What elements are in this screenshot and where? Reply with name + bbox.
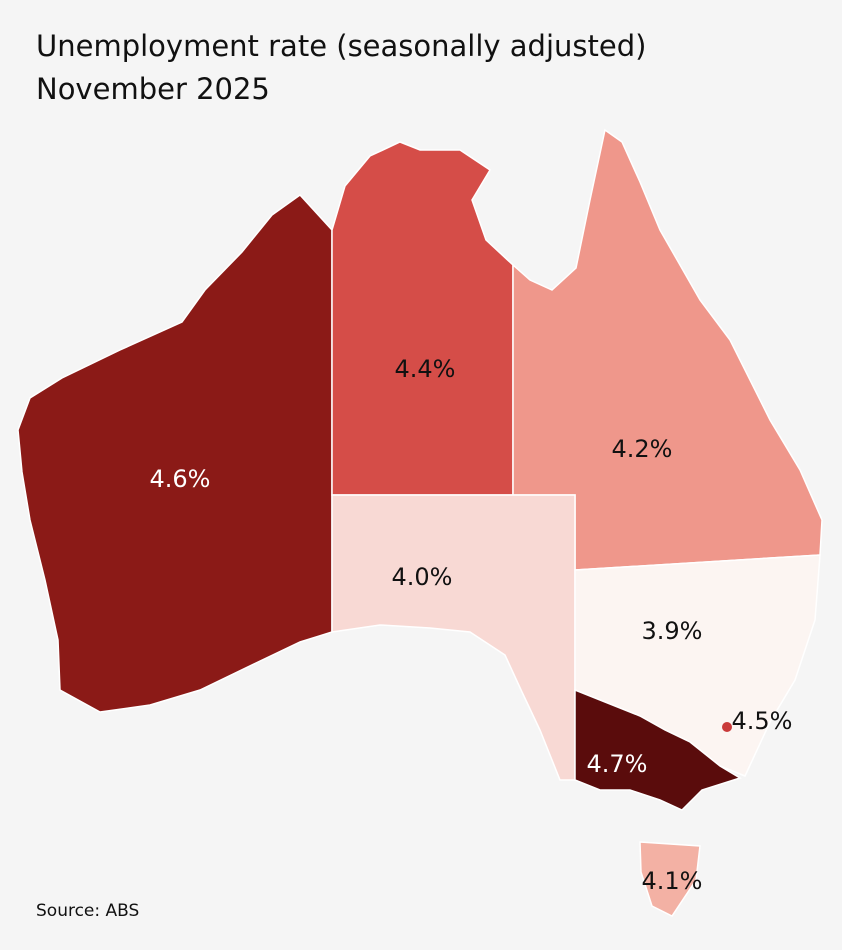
source-note: Source: ABS — [36, 901, 139, 921]
value-label: 4.7% — [587, 750, 648, 778]
region — [722, 722, 732, 732]
region — [17, 194, 333, 713]
labels: 4.6% 4.4% 4.2% 4.0% 3.9% 4.7% 4.5% 4.1% — [150, 355, 793, 895]
value-label: 4.2% — [612, 435, 673, 463]
value-label: 3.9% — [642, 617, 703, 645]
chart-title: Unemployment rate (seasonally adjusted) — [36, 29, 646, 63]
value-label: 4.5% — [732, 707, 793, 735]
value-label: 4.0% — [392, 563, 453, 591]
region — [639, 841, 701, 917]
region — [574, 688, 742, 811]
value-label: 4.6% — [150, 465, 211, 493]
value-label: 4.1% — [642, 867, 703, 895]
chart-subtitle: November 2025 — [36, 72, 270, 106]
value-label: 4.4% — [395, 355, 456, 383]
regions — [17, 128, 823, 917]
